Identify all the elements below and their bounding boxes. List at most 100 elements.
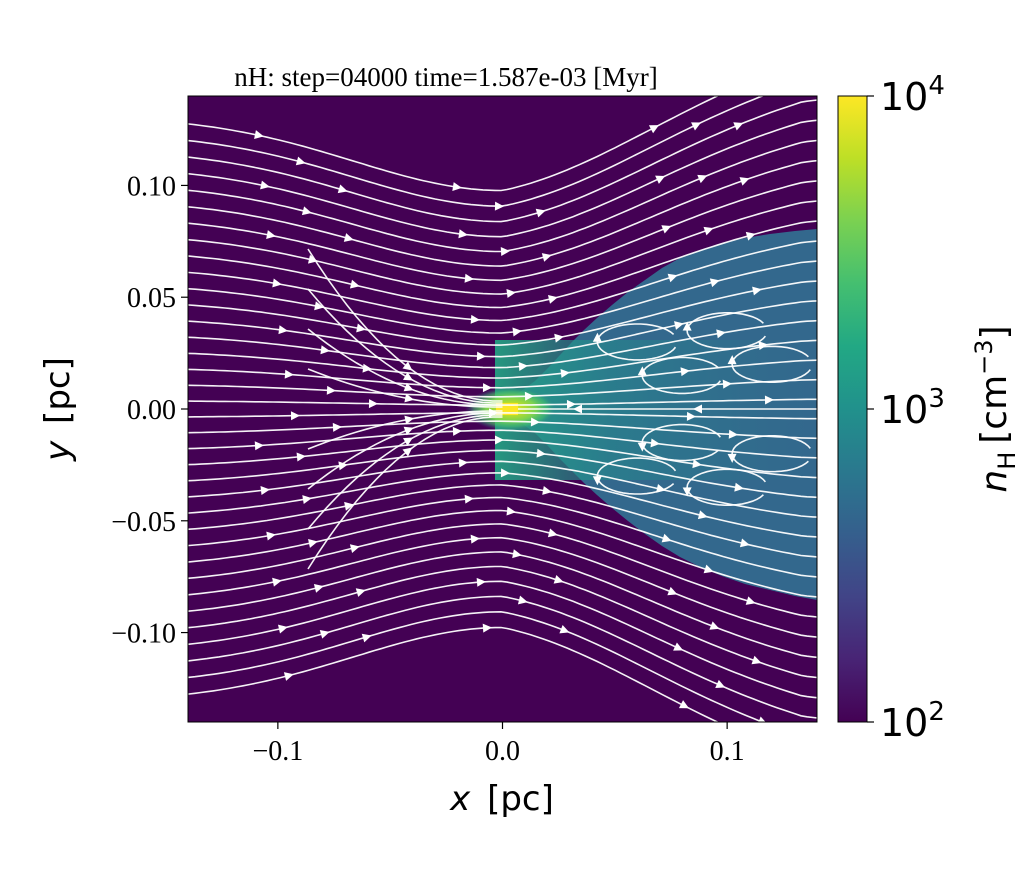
streamline xyxy=(188,180,817,282)
streamline-arrow xyxy=(470,314,480,324)
streamline-arrow xyxy=(368,399,378,409)
streamline-arrow xyxy=(452,426,462,436)
streamline-arrow xyxy=(500,247,510,257)
chart-title: nH: step=04000 time=1.587e-03 [Myr] xyxy=(234,62,657,92)
streamline-arrow xyxy=(344,501,354,511)
streamline-arrow xyxy=(637,366,647,376)
streamline-arrow xyxy=(709,621,720,630)
streamline xyxy=(188,449,817,499)
plot-area xyxy=(188,96,817,722)
streamline xyxy=(188,319,817,369)
streamline-arrow xyxy=(517,595,528,605)
streamline-arrow xyxy=(697,510,708,520)
streamline xyxy=(188,536,817,638)
streamline-arrow xyxy=(361,633,372,643)
streamline xyxy=(731,435,811,473)
streamline-arrow xyxy=(536,448,546,458)
streamline-arrow xyxy=(266,531,276,541)
streamline-arrow xyxy=(693,404,702,414)
streamline-arrow xyxy=(458,458,468,468)
streamline-arrow xyxy=(314,301,324,311)
streamline-arrow xyxy=(404,415,415,425)
streamline-arrow xyxy=(573,404,582,414)
x-axis-label: x [pc] xyxy=(449,779,554,819)
streamlines xyxy=(188,96,817,722)
streamline-arrow xyxy=(655,175,666,184)
streamline xyxy=(188,378,817,398)
streamline-arrow xyxy=(277,624,288,634)
y-tick-label: 0.00 xyxy=(127,395,176,426)
streamline xyxy=(188,580,817,699)
streamline-arrow xyxy=(338,461,348,471)
streamline-arrow xyxy=(476,351,486,361)
streamline-arrow xyxy=(678,700,690,709)
x-tick-label: −0.1 xyxy=(252,736,303,767)
streamline-arrow xyxy=(739,177,750,186)
streamline-arrow xyxy=(751,655,762,665)
streamline xyxy=(188,484,817,558)
streamline-arrow xyxy=(691,122,702,131)
streamline-arrow xyxy=(332,422,342,432)
streamline-arrow xyxy=(283,672,294,681)
streamline-arrow xyxy=(541,253,552,262)
streamline xyxy=(188,280,817,346)
streamline-arrow xyxy=(402,437,414,446)
streamline-arrow xyxy=(592,332,602,342)
streamline-arrow xyxy=(278,325,288,335)
streamline-arrow xyxy=(482,623,492,633)
streamline-arrow xyxy=(320,345,330,355)
streamline-arrow xyxy=(703,564,714,574)
streamline xyxy=(188,339,817,379)
streamline-arrow xyxy=(343,233,354,242)
streamline-arrow xyxy=(458,229,468,239)
colorbar-tick-label: 104 xyxy=(880,71,945,119)
streamline-arrow xyxy=(674,321,684,330)
streamline-arrow xyxy=(326,385,336,395)
streamline-arrow xyxy=(337,184,348,194)
streamline-arrow xyxy=(512,549,522,559)
streamline xyxy=(641,423,722,462)
streamline-arrow xyxy=(728,429,738,439)
streamline-arrow xyxy=(302,495,312,505)
streamline-arrow xyxy=(301,206,312,216)
streamline-arrow xyxy=(648,125,659,134)
streamline-arrow xyxy=(518,362,528,372)
streamline xyxy=(188,420,817,440)
streamline-arrow xyxy=(697,174,708,184)
streamline-arrow xyxy=(686,411,696,421)
streamline-arrow xyxy=(559,624,570,634)
streamline-arrow xyxy=(482,383,492,393)
density-peak-core xyxy=(496,403,518,415)
x-axis: −0.1 0.0 0.1 xyxy=(252,722,745,767)
streamline-arrow xyxy=(542,486,552,495)
y-tick-label: 0.05 xyxy=(127,283,176,314)
streamline-arrow xyxy=(290,411,300,421)
streamline xyxy=(188,595,817,719)
streamline-arrow xyxy=(560,368,570,378)
streamline-arrow xyxy=(254,441,264,451)
streamline-arrow xyxy=(553,575,564,584)
streamline-arrow xyxy=(319,630,330,639)
colorbar xyxy=(837,95,868,723)
streamline-arrow xyxy=(530,417,540,427)
streamline-arrow xyxy=(470,534,480,544)
streamline-arrow xyxy=(296,452,306,462)
streamline-arrow xyxy=(692,459,702,469)
streamline-arrow xyxy=(727,453,737,463)
streamline-arrow xyxy=(402,372,414,381)
streamline-arrow xyxy=(464,494,474,504)
streamline xyxy=(596,323,677,361)
streamline-arrow xyxy=(680,367,690,377)
streamline-arrow xyxy=(476,577,486,587)
streamline-arrow xyxy=(733,122,744,131)
y-axis: 0.10 0.05 0.00 −0.05 −0.10 xyxy=(111,171,188,650)
streamline-arrow xyxy=(464,273,474,283)
streamline xyxy=(686,468,767,506)
streamline-arrow xyxy=(295,156,306,166)
streamline xyxy=(188,159,817,267)
streamline-arrow xyxy=(402,361,413,371)
colorbar-tick-label: 102 xyxy=(880,697,945,745)
streamline xyxy=(188,565,817,679)
y-axis-label: y [pc] xyxy=(38,357,78,462)
